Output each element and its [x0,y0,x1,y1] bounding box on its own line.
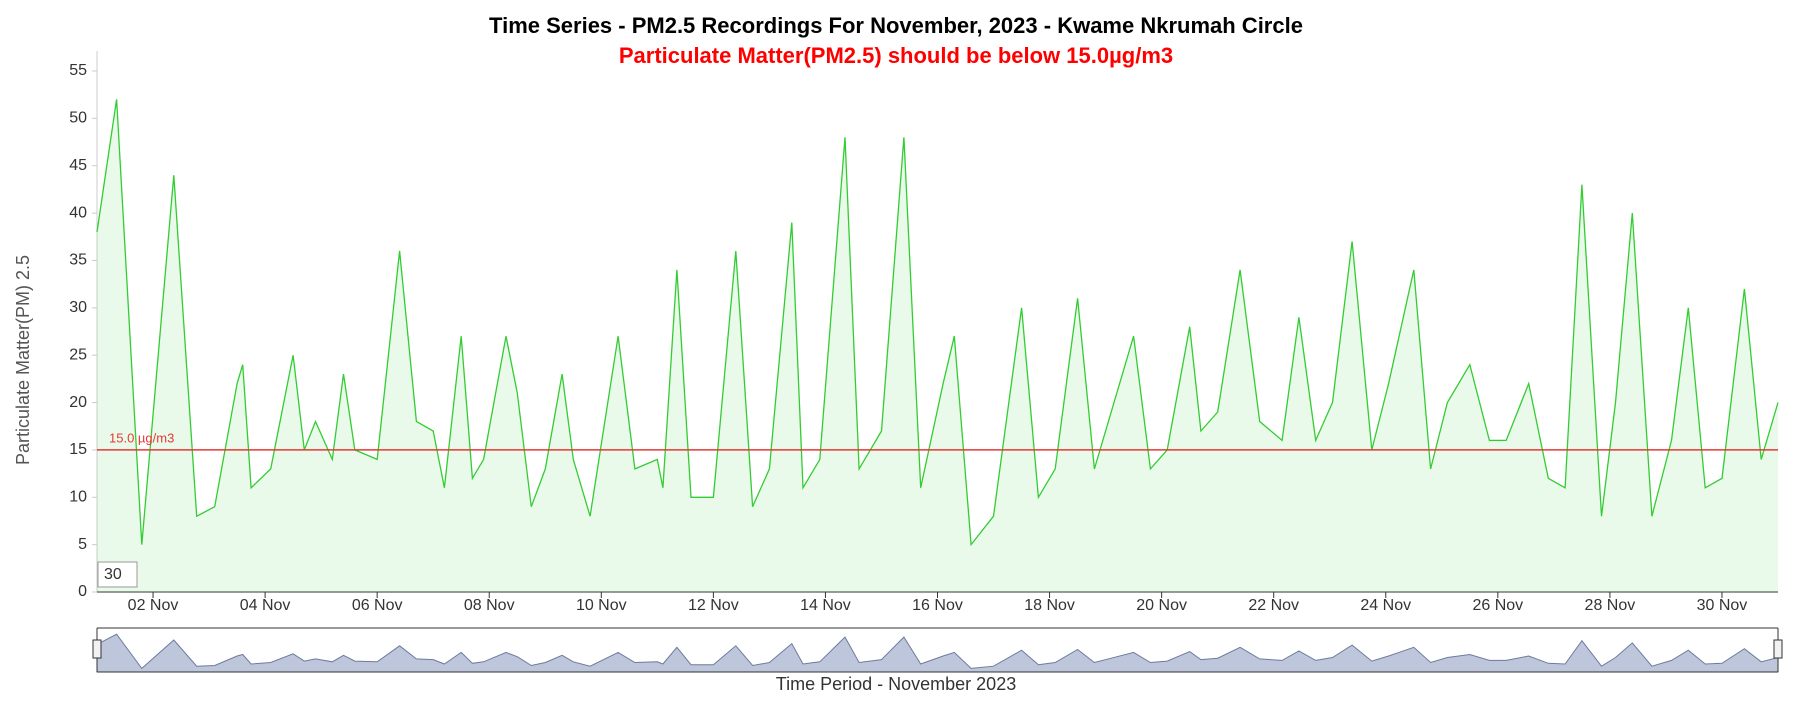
x-tick-label: 22 Nov [1248,597,1299,614]
y-tick-label: 40 [69,204,87,221]
x-tick-label: 02 Nov [128,597,179,614]
y-tick-label: 50 [69,110,87,127]
x-tick-label: 26 Nov [1472,597,1523,614]
range-input-box[interactable] [97,561,138,588]
x-tick-label: 20 Nov [1136,597,1187,614]
y-tick-label: 20 [69,394,87,411]
y-tick-label: 10 [69,488,87,505]
navigator-handle[interactable] [92,639,102,659]
y-tick-label: 15 [69,441,87,458]
y-tick-label: 55 [69,62,87,79]
x-tick-label: 24 Nov [1360,597,1411,614]
y-tick-label: 5 [78,536,87,553]
chart-title: Time Series - PM2.5 Recordings For Novem… [489,13,1303,38]
navigator-handle[interactable] [1773,639,1783,659]
x-tick-label: 06 Nov [352,597,403,614]
y-tick-label: 25 [69,346,87,363]
x-tick-label: 12 Nov [688,597,739,614]
x-tick-label: 08 Nov [464,597,515,614]
y-tick-label: 45 [69,157,87,174]
x-tick-label: 04 Nov [240,597,291,614]
x-axis-title: Time Period - November 2023 [776,674,1016,694]
x-tick-label: 30 Nov [1697,597,1748,614]
area-fill [97,99,1778,593]
x-tick-label: 18 Nov [1024,597,1075,614]
range-input[interactable]: 30 [104,566,122,583]
threshold-label: 15.0 µg/m3 [109,430,174,445]
y-tick-label: 30 [69,299,87,316]
y-tick-label: 0 [78,583,87,600]
y-tick-label: 35 [69,252,87,269]
series-line [96,99,1779,547]
x-tick-label: 28 Nov [1585,597,1636,614]
navigator-area [96,633,1779,673]
chart-subtitle: Particulate Matter(PM2.5) should be belo… [619,43,1173,68]
y-axis-title: Particulate Matter(PM) 2.5 [13,255,33,465]
x-tick-label: 14 Nov [800,597,851,614]
x-tick-label: 10 Nov [576,597,627,614]
x-tick-label: 16 Nov [912,597,963,614]
